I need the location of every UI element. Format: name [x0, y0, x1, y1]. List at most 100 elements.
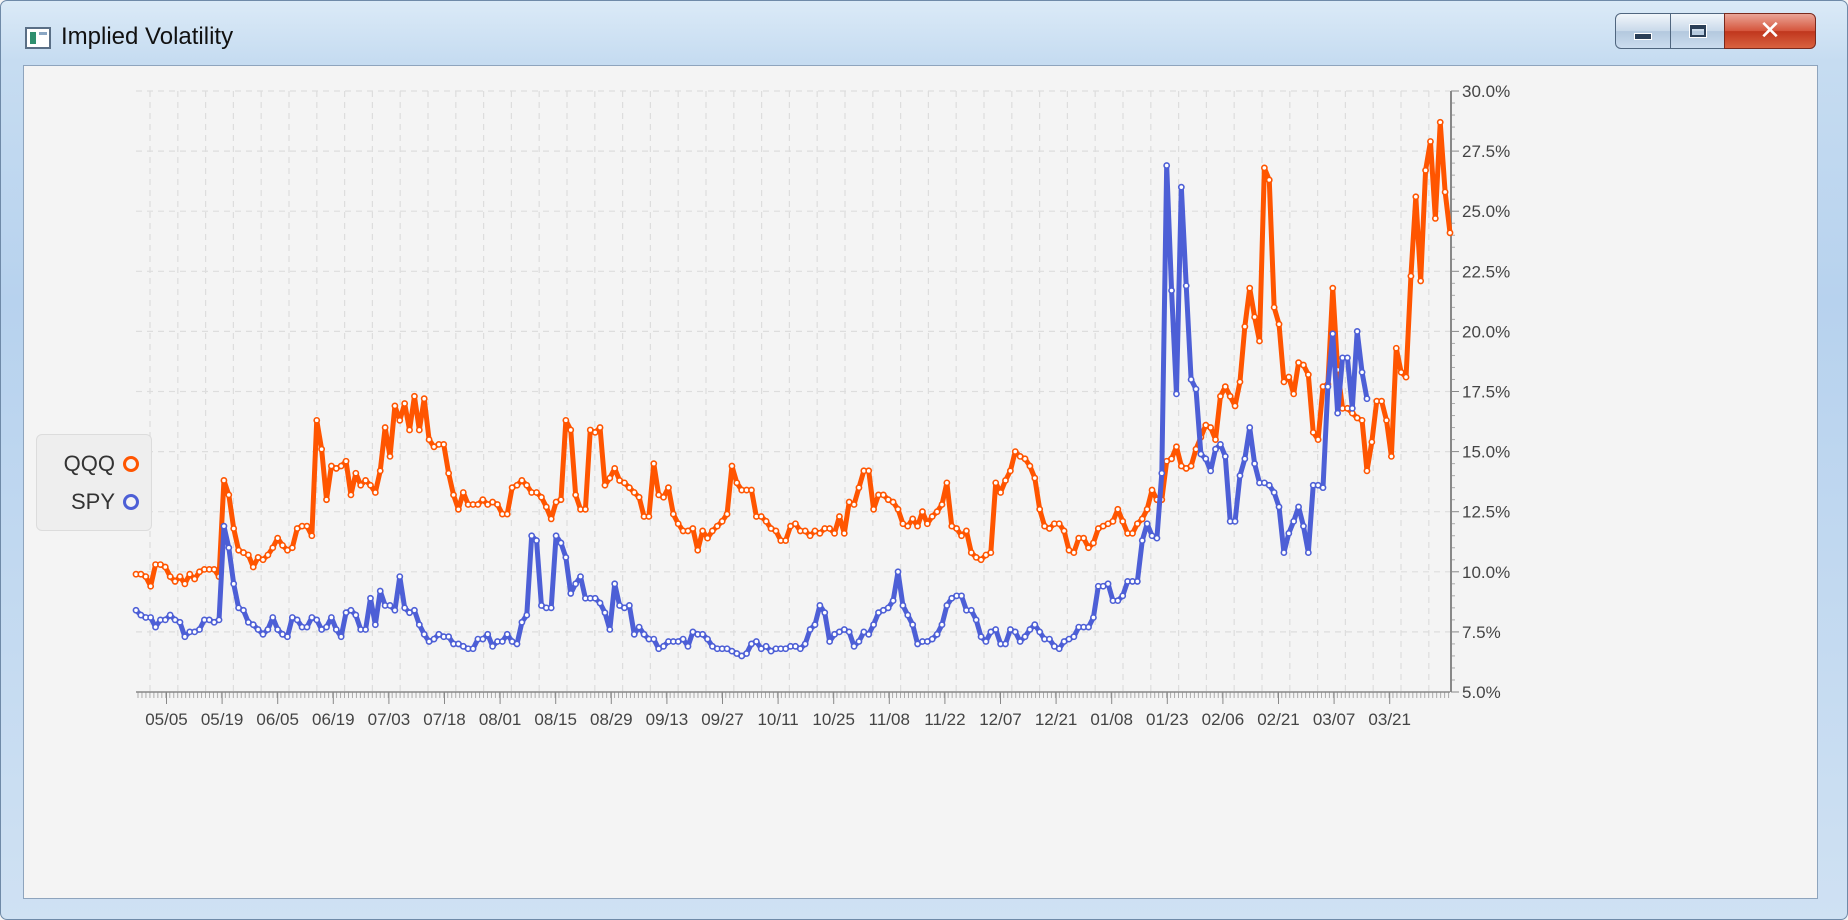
data-point-qqq[interactable] [562, 416, 570, 424]
data-point-qqq[interactable] [919, 508, 926, 516]
data-point-qqq[interactable] [836, 513, 843, 520]
data-point-qqq[interactable] [381, 424, 389, 431]
data-point-qqq[interactable] [1119, 517, 1127, 525]
data-point-spy[interactable] [254, 626, 262, 633]
legend-item-qqq[interactable]: QQQ [64, 451, 139, 477]
data-point-spy[interactable] [1104, 580, 1112, 588]
data-point-spy[interactable] [225, 544, 233, 552]
data-point-spy[interactable] [259, 630, 267, 638]
data-point-spy[interactable] [132, 606, 140, 614]
data-point-qqq[interactable] [953, 525, 961, 532]
data-point-spy[interactable] [826, 638, 834, 645]
data-point-qqq[interactable] [440, 440, 448, 448]
data-point-spy[interactable] [894, 568, 902, 576]
data-point-qqq[interactable] [523, 481, 531, 489]
data-point-qqq[interactable] [1397, 368, 1405, 376]
data-point-qqq[interactable] [572, 491, 580, 499]
data-point-spy[interactable] [870, 621, 877, 629]
data-point-qqq[interactable] [1212, 436, 1219, 443]
data-point-qqq[interactable] [474, 501, 482, 508]
data-point-qqq[interactable] [938, 501, 946, 508]
data-point-spy[interactable] [591, 594, 599, 602]
data-point-spy[interactable] [249, 621, 257, 629]
data-point-spy[interactable] [640, 630, 648, 638]
data-point-qqq[interactable] [958, 532, 965, 540]
data-point-qqq[interactable] [816, 529, 824, 537]
data-point-spy[interactable] [1304, 549, 1312, 556]
data-point-spy[interactable] [161, 616, 169, 624]
data-point-spy[interactable] [1026, 626, 1034, 633]
data-point-qqq[interactable] [161, 563, 169, 571]
data-point-spy[interactable] [391, 606, 399, 614]
data-point-qqq[interactable] [352, 469, 360, 477]
data-point-qqq[interactable] [259, 556, 267, 564]
data-point-spy[interactable] [909, 621, 917, 629]
data-point-qqq[interactable] [376, 467, 384, 475]
data-point-qqq[interactable] [176, 573, 184, 581]
data-point-qqq[interactable] [1270, 303, 1278, 311]
data-point-qqq[interactable] [220, 477, 228, 484]
data-point-qqq[interactable] [1231, 402, 1239, 410]
data-point-spy[interactable] [743, 650, 750, 657]
data-point-qqq[interactable] [191, 575, 199, 583]
data-point-spy[interactable] [293, 616, 301, 624]
data-point-spy[interactable] [1246, 424, 1254, 431]
minimize-button[interactable] [1615, 13, 1671, 49]
data-point-qqq[interactable] [1290, 390, 1298, 398]
data-point-qqq[interactable] [1363, 467, 1371, 475]
data-point-spy[interactable] [1358, 368, 1366, 376]
data-point-qqq[interactable] [601, 481, 609, 489]
data-point-spy[interactable] [1002, 640, 1009, 648]
data-point-spy[interactable] [1319, 484, 1327, 492]
data-point-spy[interactable] [1353, 327, 1361, 335]
data-point-spy[interactable] [1348, 404, 1356, 412]
data-point-qqq[interactable] [1109, 517, 1117, 525]
data-point-spy[interactable] [752, 638, 760, 645]
data-point-qqq[interactable] [762, 517, 770, 525]
data-point-spy[interactable] [240, 606, 247, 614]
data-point-qqq[interactable] [606, 474, 614, 482]
data-point-spy[interactable] [1153, 534, 1161, 542]
data-point-qqq[interactable] [1309, 428, 1317, 436]
data-point-spy[interactable] [1202, 455, 1210, 463]
data-point-spy[interactable] [567, 590, 575, 597]
data-point-qqq[interactable] [513, 481, 521, 489]
data-point-qqq[interactable] [855, 484, 863, 492]
data-point-spy[interactable] [371, 621, 379, 629]
data-point-spy[interactable] [601, 609, 609, 617]
data-point-qqq[interactable] [1285, 373, 1293, 381]
data-point-spy[interactable] [806, 626, 814, 633]
data-point-spy[interactable] [1212, 445, 1219, 453]
data-point-spy[interactable] [562, 553, 570, 561]
data-point-qqq[interactable] [1085, 544, 1092, 552]
data-point-qqq[interactable] [1265, 176, 1273, 184]
data-point-qqq[interactable] [142, 573, 150, 581]
data-point-spy[interactable] [401, 604, 409, 612]
data-point-spy[interactable] [967, 606, 975, 614]
data-point-qqq[interactable] [406, 426, 413, 434]
data-point-qqq[interactable] [288, 544, 296, 552]
data-point-qqq[interactable] [1129, 529, 1136, 537]
data-point-qqq[interactable] [567, 426, 575, 434]
data-point-qqq[interactable] [147, 582, 155, 590]
data-point-qqq[interactable] [1036, 505, 1044, 513]
data-point-spy[interactable] [855, 638, 863, 645]
data-point-spy[interactable] [704, 635, 711, 643]
data-point-qqq[interactable] [831, 529, 838, 537]
data-point-spy[interactable] [1295, 503, 1302, 511]
data-point-spy[interactable] [577, 573, 584, 581]
data-point-spy[interactable] [376, 587, 384, 595]
data-point-spy[interactable] [1236, 472, 1244, 480]
data-point-qqq[interactable] [538, 493, 545, 501]
data-point-spy[interactable] [1285, 529, 1293, 537]
data-point-spy[interactable] [489, 642, 496, 650]
data-point-spy[interactable] [347, 606, 355, 614]
data-point-qqq[interactable] [1217, 392, 1224, 400]
data-point-qqq[interactable] [987, 549, 995, 556]
data-point-qqq[interactable] [909, 515, 917, 523]
data-point-spy[interactable] [611, 580, 619, 588]
data-point-qqq[interactable] [347, 491, 355, 499]
data-point-qqq[interactable] [1251, 313, 1259, 321]
data-point-qqq[interactable] [171, 578, 179, 585]
data-point-spy[interactable] [1070, 633, 1078, 641]
